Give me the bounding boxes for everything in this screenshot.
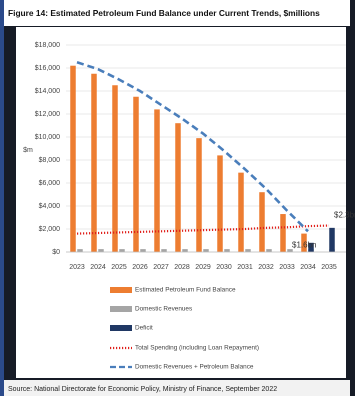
bar (238, 172, 244, 252)
x-tick-label: 2031 (237, 264, 253, 271)
y-tick-label: $6,000 (39, 180, 61, 187)
bar (287, 249, 293, 252)
y-axis-label: $m (23, 147, 33, 154)
y-tick-label: $18,000 (35, 42, 60, 49)
legend-swatch (110, 306, 132, 312)
x-tick-label: 2024 (90, 264, 106, 271)
line (76, 224, 330, 235)
bar (266, 249, 272, 252)
legend-label: Deficit (135, 325, 153, 332)
bar (98, 249, 104, 252)
bar (119, 249, 125, 252)
line (76, 61, 309, 233)
bar (280, 214, 286, 252)
legend-label: Domestic Revenues + Petroleum Balance (135, 364, 254, 371)
bar (224, 249, 230, 252)
y-tick-label: $2,000 (39, 226, 61, 233)
bar (175, 123, 181, 252)
legend-label: Estimated Petroleum Fund Balance (135, 287, 236, 294)
bar (70, 65, 76, 252)
y-tick-label: $0 (52, 249, 60, 256)
bar (140, 249, 146, 252)
y-tick-label: $14,000 (35, 88, 60, 95)
edge (0, 0, 4, 396)
source: Source: National Directorate for Economi… (8, 386, 277, 393)
y-tick-label: $4,000 (39, 203, 61, 210)
bar (196, 138, 202, 252)
y-tick-label: $16,000 (35, 65, 60, 72)
annotation: $1.6bn (292, 241, 316, 250)
x-tick-label: 2029 (195, 264, 211, 271)
bar (217, 155, 223, 252)
x-tick-label: 2030 (216, 264, 232, 271)
y-tick-label: $12,000 (35, 111, 60, 118)
x-tick-label: 2032 (258, 264, 274, 271)
bar (91, 73, 97, 252)
x-tick-label: 2034 (300, 264, 316, 271)
bar (245, 249, 251, 252)
x-tick-label: 2027 (153, 264, 169, 271)
bar (203, 249, 209, 252)
bar (308, 242, 314, 252)
x-tick-label: 2026 (132, 264, 148, 271)
x-tick-label: 2033 (279, 264, 295, 271)
bar (161, 249, 167, 252)
x-tick-label: 2025 (111, 264, 127, 271)
title-band (4, 0, 350, 26)
x-tick-label: 2035 (321, 264, 337, 271)
bar (182, 249, 188, 252)
bar (112, 85, 118, 252)
legend-swatch (110, 287, 132, 293)
bar (133, 96, 139, 252)
x-tick-label: 2028 (174, 264, 190, 271)
plot: $0 $2,000 $4,000 $6,000 $8,000 $10,000 $12,000… (35, 42, 355, 371)
legend-swatch (110, 325, 132, 331)
y-tick-label: $10,000 (35, 134, 60, 141)
bar (154, 109, 160, 253)
legend-label: Total Spending (including Loan Repayment… (135, 345, 259, 352)
bar (77, 249, 83, 252)
y-tick-label: $8,000 (39, 157, 61, 164)
legend-label: Domestic Revenues (135, 306, 192, 313)
plot-panel (16, 27, 346, 378)
x-tick-label: 2023 (69, 264, 85, 271)
bar (259, 192, 265, 252)
source-band (4, 380, 350, 396)
chart-title: Figure 14: Estimated Petroleum Fund Bala… (8, 8, 320, 18)
bar (329, 227, 335, 252)
annotation: $2.3bn (334, 211, 355, 220)
bar (301, 233, 307, 252)
